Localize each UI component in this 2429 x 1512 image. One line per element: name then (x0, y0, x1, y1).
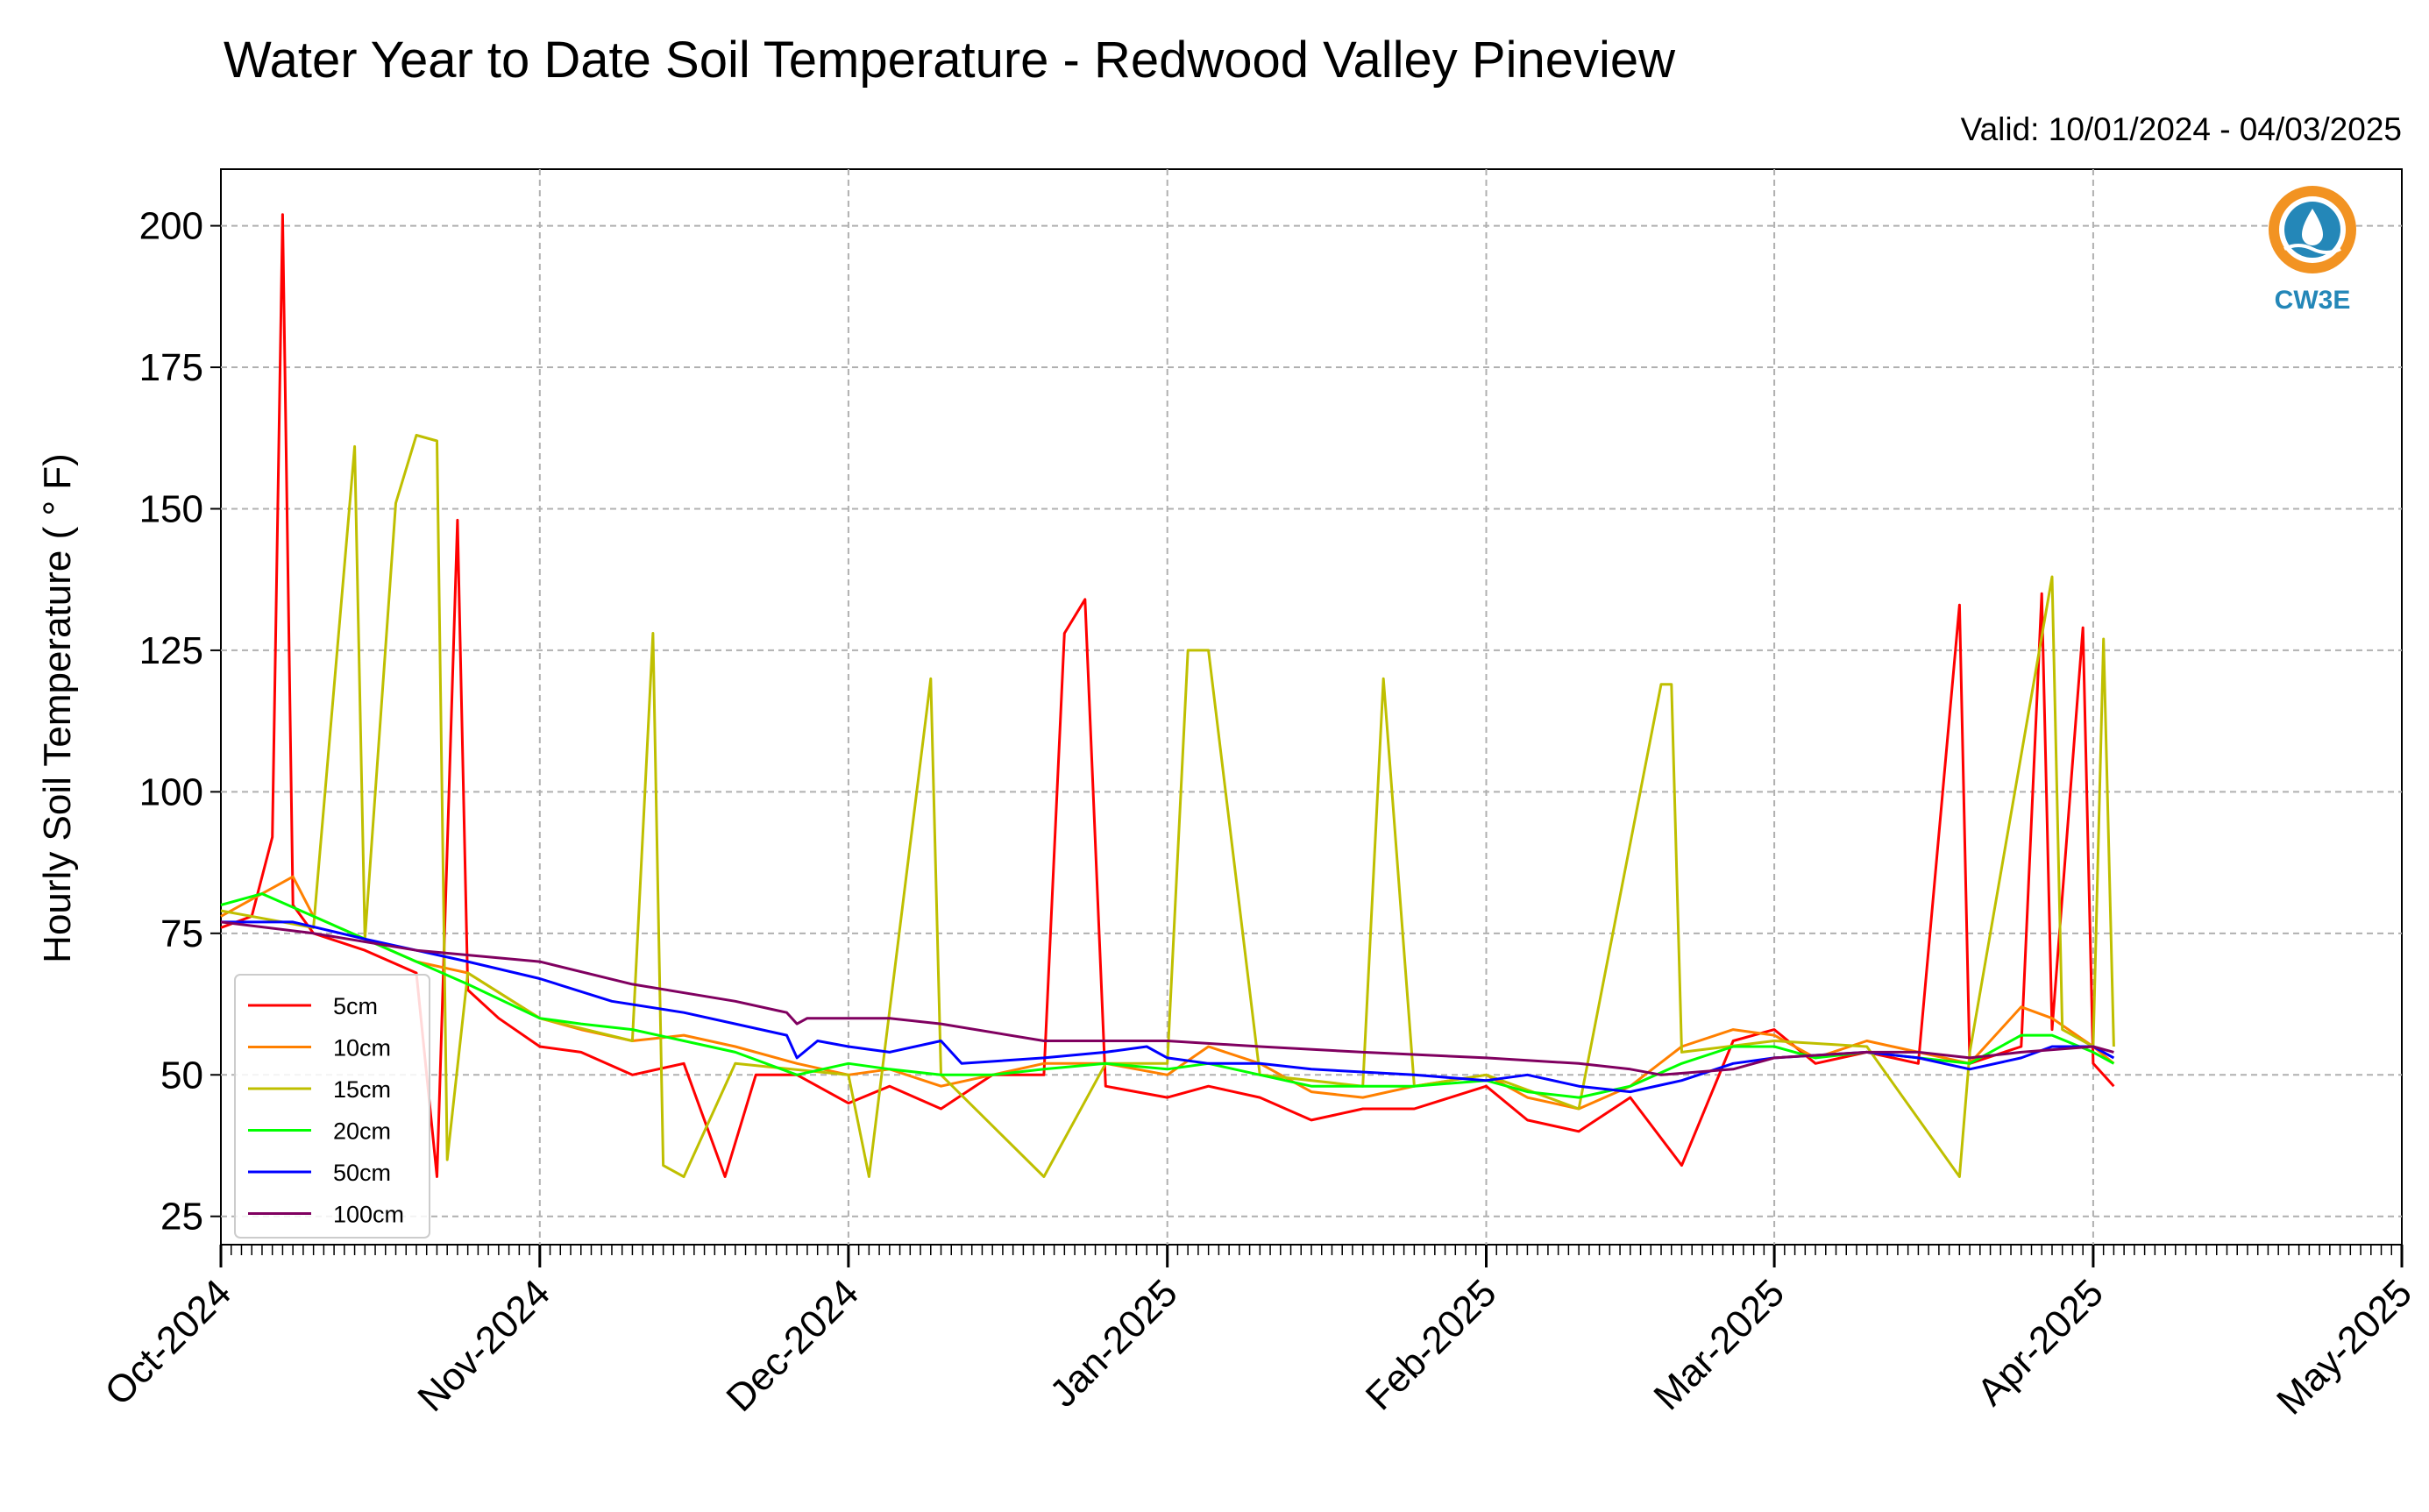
y-tick-label: 175 (139, 346, 203, 389)
legend-box (234, 974, 430, 1239)
x-tick-label: Apr-2025 (1969, 1271, 2112, 1414)
legend-label-20cm: 20cm (333, 1118, 391, 1145)
grid-lines (221, 169, 2402, 1245)
chart-title: Water Year to Date Soil Temperature - Re… (224, 32, 1676, 89)
y-tick-label: 200 (139, 205, 203, 248)
x-tick-label: Nov-2024 (409, 1271, 558, 1420)
series-line-15cm (220, 434, 2115, 1178)
y-tick-label: 125 (139, 629, 203, 672)
legend-label-5cm: 5cm (333, 993, 378, 1019)
cw3e-logo: CW3E (2269, 186, 2356, 315)
valid-range: Valid: 10/01/2024 - 04/03/2025 (1961, 111, 2402, 147)
y-tick-label: 100 (139, 770, 203, 813)
raindrop-icon (2302, 209, 2323, 245)
y-tick-label: 25 (160, 1196, 203, 1239)
x-tick-label: Dec-2024 (718, 1271, 867, 1420)
y-axis-label: Hourly Soil Temperature ( ° F) (36, 453, 79, 963)
y-tick-label: 75 (160, 912, 203, 955)
x-tick-label: Feb-2025 (1358, 1271, 1505, 1418)
logo-text: CW3E (2275, 286, 2351, 315)
x-tick-label: Oct-2024 (96, 1271, 239, 1414)
wave-icon (2283, 244, 2341, 254)
legend-label-15cm: 15cm (333, 1076, 391, 1103)
legend-label-100cm: 100cm (333, 1202, 404, 1228)
x-tick-label: May-2025 (2269, 1271, 2420, 1423)
plot-area (220, 168, 2403, 1246)
y-tick-label: 50 (160, 1054, 203, 1097)
series-lines (220, 213, 2115, 1178)
legend-label-50cm: 50cm (333, 1160, 391, 1186)
series-line-100cm (220, 920, 2114, 1076)
legend-label-10cm: 10cm (333, 1035, 391, 1061)
y-axis-ticks: 25 50 75 100 125 150 175 200 (139, 205, 221, 1239)
x-tick-label: Mar-2025 (1645, 1271, 1793, 1418)
x-tick-label: Jan-2025 (1041, 1271, 1185, 1415)
legend: 5cm 10cm 15cm 20cm 50cm 100cm (234, 974, 430, 1239)
y-tick-label: 150 (139, 487, 203, 530)
x-axis-ticks: Oct-2024 Nov-2024 Dec-2024 Jan-2025 Feb-2025… (96, 1245, 2420, 1423)
